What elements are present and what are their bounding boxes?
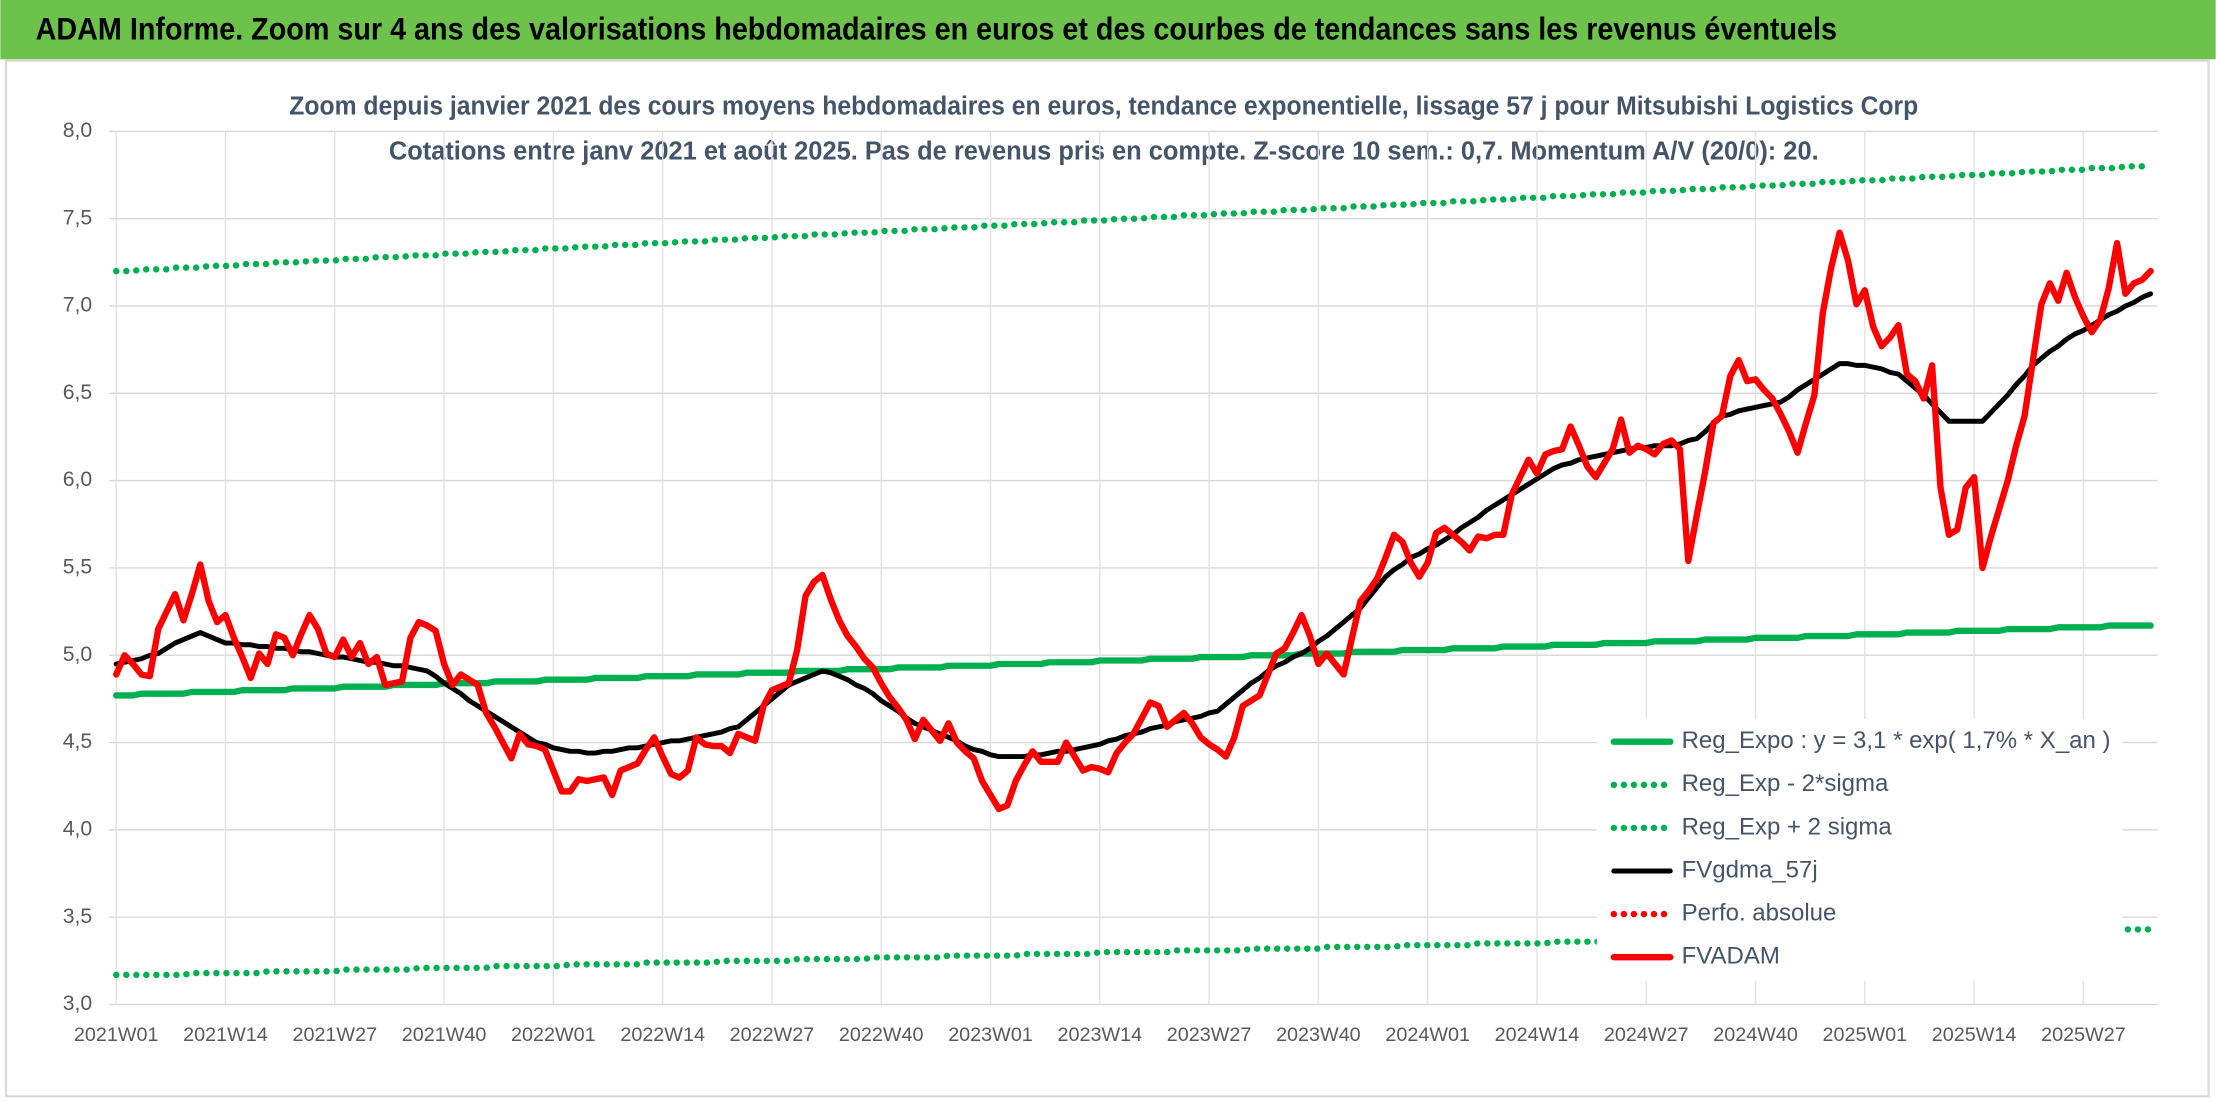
x-tick-label: 2025W27 (2041, 1024, 2126, 1046)
y-tick-label: 3,0 (63, 992, 92, 1015)
legend-label: FVADAM (1682, 943, 1780, 970)
x-tick-label: 2023W40 (1276, 1024, 1361, 1046)
x-tick-label: 2021W14 (183, 1024, 268, 1046)
y-tick-label: 5,0 (63, 643, 92, 666)
y-tick-label: 6,5 (63, 381, 92, 404)
x-tick-label: 2022W40 (839, 1024, 924, 1046)
x-tick-label: 2021W01 (74, 1024, 159, 1046)
plot (113, 163, 2154, 979)
x-tick-label: 2021W27 (292, 1024, 377, 1046)
series-line (113, 926, 2154, 979)
x-tick-label: 2024W14 (1495, 1024, 1580, 1046)
x-tick-label: 2023W27 (1167, 1024, 1252, 1046)
x-tick-label: 2022W14 (620, 1024, 705, 1046)
legend-label: FVgdma_57j (1682, 856, 1818, 883)
chart-subtitle: Cotations entre janv 2021 et août 2025. … (389, 135, 1819, 165)
legend-label: Reg_Expo : y = 3,1 * exp( 1,7% * X_an ) (1682, 727, 2111, 754)
x-tick-label: 2025W01 (1823, 1024, 1908, 1046)
y-tick-label: 6,0 (63, 468, 92, 491)
header-bar (0, 0, 2216, 60)
x-tick-label: 2022W01 (511, 1024, 596, 1046)
legend: Reg_Expo : y = 3,1 * exp( 1,7% * X_an ) R… (1596, 719, 2123, 981)
y-tick-label: 4,0 (63, 817, 92, 840)
x-tick-label: 2024W40 (1713, 1024, 1798, 1046)
y-tick-label: 7,5 (63, 206, 92, 229)
chart-title: ADAM Informe. Zoom sur 4 ans des valoris… (36, 11, 1837, 46)
chart-subtitle: Zoom depuis janvier 2021 des cours moyen… (289, 90, 1918, 120)
series-line (113, 229, 2154, 813)
y-tick-label: 5,5 (63, 556, 92, 579)
chart-frame (4, 59, 2210, 1098)
legend-label: Perfo. absolue (1682, 899, 1837, 926)
x-tick-label: 2024W01 (1385, 1024, 1470, 1046)
x-tick-label: 2025W14 (1932, 1024, 2017, 1046)
legend-label: Reg_Exp - 2*sigma (1682, 770, 1889, 797)
x-tick-label: 2024W27 (1604, 1024, 1689, 1046)
y-tick-label: 8,0 (63, 119, 92, 142)
x-tick-label: 2022W27 (730, 1024, 815, 1046)
y-tick-label: 4,5 (63, 730, 92, 753)
x-tick-label: 2023W14 (1057, 1024, 1142, 1046)
y-tick-label: 3,5 (63, 905, 92, 928)
y-tick-label: 7,0 (63, 294, 92, 317)
series-line (113, 163, 2154, 275)
x-tick-label: 2021W40 (402, 1024, 487, 1046)
x-tick-label: 2023W01 (948, 1024, 1033, 1046)
legend-label: Reg_Exp + 2 sigma (1682, 813, 1893, 840)
legend-background (1596, 719, 2123, 981)
